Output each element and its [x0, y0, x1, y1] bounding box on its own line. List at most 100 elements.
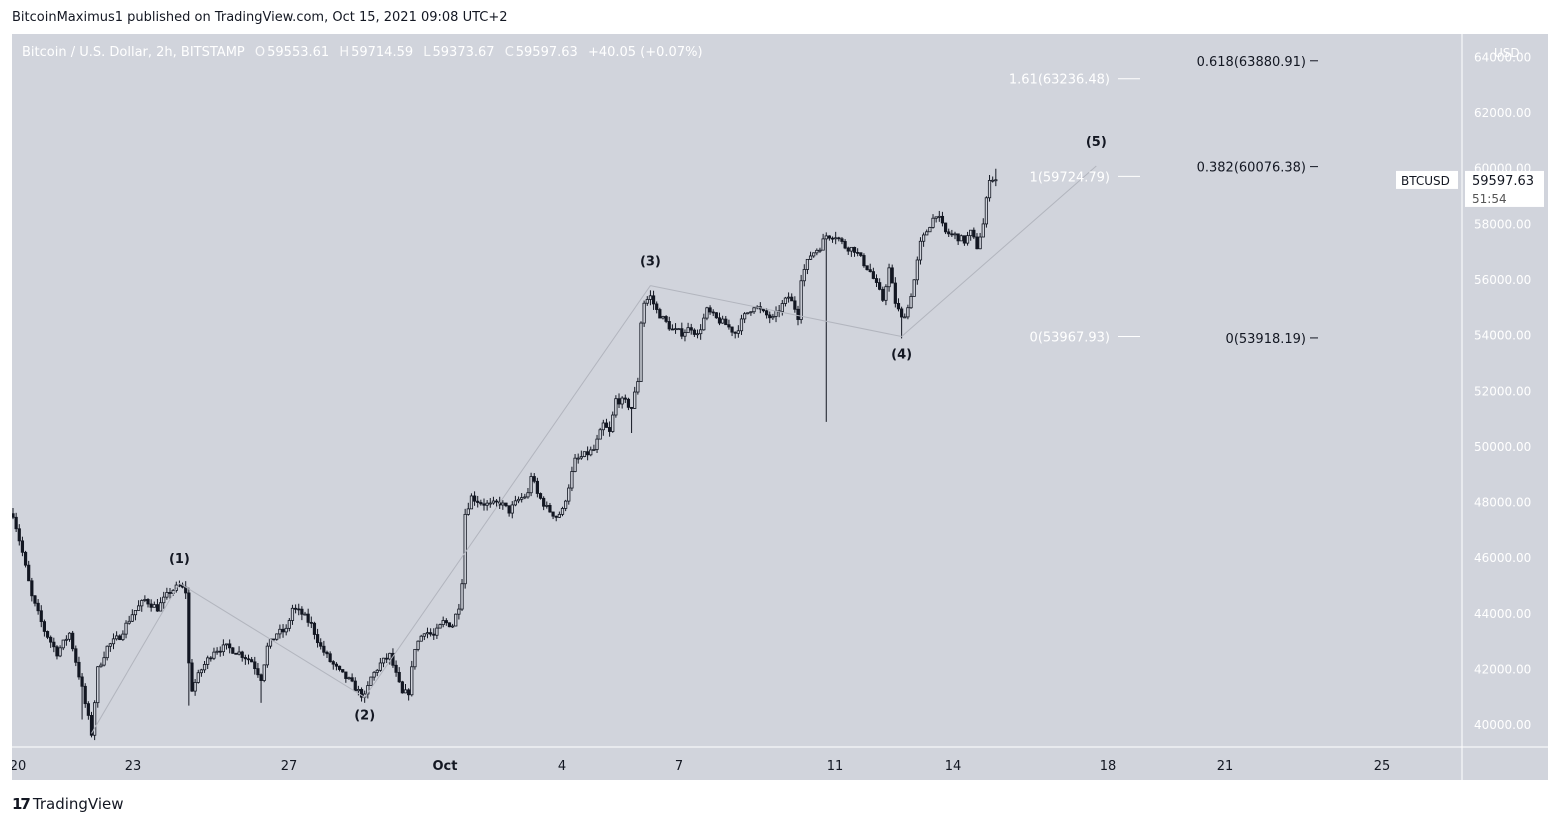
candle-body — [940, 215, 945, 224]
candle-body — [589, 449, 593, 456]
price-chart-svg[interactable]: 40000.00 42000.00 44000.00 46000.00 48000.00… — [12, 34, 1548, 780]
candle-body — [108, 643, 112, 647]
candle-body — [695, 333, 700, 336]
candle-body — [140, 600, 144, 607]
open-key: O — [254, 45, 266, 60]
candle-body — [485, 502, 489, 506]
candle-body — [532, 476, 536, 482]
y-tick-label: 54000.00 — [1474, 329, 1531, 343]
candle-body — [667, 321, 671, 330]
candle-body — [617, 398, 621, 405]
elliott-wave-line — [901, 165, 1097, 337]
candle-body — [611, 414, 615, 432]
tradingview-brand-text: TradingView — [32, 795, 124, 813]
candle-body — [328, 653, 332, 662]
candle-body — [325, 651, 329, 655]
candle-body — [717, 317, 722, 324]
footer-brand[interactable]: 17 TradingView — [12, 795, 124, 813]
y-tick-label: 62000.00 — [1474, 106, 1531, 120]
candle-body — [397, 671, 401, 683]
candle-body — [432, 633, 436, 636]
candle-body — [727, 324, 731, 328]
candle-body — [331, 661, 335, 665]
candle-body — [991, 179, 995, 182]
candle-body — [240, 651, 244, 658]
candle-body — [746, 312, 750, 315]
candle-body — [297, 608, 301, 611]
wave-label: (1) — [169, 552, 190, 567]
tradingview-logo-icon: 17 — [12, 795, 31, 813]
candle-body — [711, 311, 715, 314]
candle-body — [444, 620, 448, 624]
candle-body — [925, 231, 929, 236]
candle-body — [158, 602, 163, 612]
candle-body — [403, 689, 408, 694]
candle-body — [551, 511, 555, 517]
fib-level-label: 1(59724.79) — [1030, 170, 1110, 185]
candle-body — [407, 689, 411, 696]
elliott-wave-line — [179, 582, 365, 698]
candle-body — [768, 314, 772, 319]
candle-body — [969, 229, 973, 237]
candle-body — [71, 632, 75, 650]
candle-body — [212, 651, 216, 659]
wave-label: (5) — [1086, 135, 1107, 150]
candle-body — [124, 622, 128, 635]
candle-body — [824, 235, 828, 240]
y-tick-label: 56000.00 — [1474, 273, 1531, 287]
candle-body — [425, 632, 430, 635]
candle-body — [636, 381, 640, 393]
x-tick-label: 7 — [675, 759, 683, 774]
candle-body — [987, 180, 992, 199]
candle-body — [67, 632, 72, 640]
candle-body — [576, 457, 580, 460]
candle-body — [523, 496, 527, 499]
publisher-line: BitcoinMaximus1 published on TradingView… — [12, 10, 508, 25]
candle-body — [494, 500, 499, 503]
candle-body — [49, 636, 53, 643]
candle-body — [429, 632, 433, 635]
candle-body — [856, 252, 860, 254]
symbol-legend: Bitcoin / U.S. Dollar, 2h, BITSTAMP O 595… — [22, 45, 709, 60]
x-tick-label: 20 — [12, 759, 26, 774]
candle-body — [265, 645, 269, 666]
candle-body — [507, 505, 511, 514]
candle-body — [661, 316, 665, 319]
candle-body — [162, 596, 166, 604]
candle-body — [834, 237, 838, 240]
candle-body — [780, 303, 784, 312]
candle-body — [202, 664, 207, 671]
candle-body — [865, 265, 869, 271]
candle-body — [868, 269, 872, 272]
candle-body — [388, 652, 392, 660]
y-tick-label: 40000.00 — [1474, 718, 1531, 732]
wave-label: (3) — [640, 255, 661, 270]
candle-body — [620, 397, 624, 405]
candle-body — [115, 635, 119, 640]
candle-body — [152, 604, 156, 608]
candle-body — [278, 628, 282, 635]
high-key: H — [339, 45, 350, 60]
candle-body — [802, 269, 806, 282]
candle-body — [909, 296, 913, 309]
chart-area[interactable]: 40000.00 42000.00 44000.00 46000.00 48000.00… — [12, 34, 1548, 780]
candle-body — [491, 500, 496, 504]
candle-body — [315, 634, 320, 644]
candle-body — [830, 237, 835, 240]
y-tick-label: 64000.00 — [1474, 50, 1531, 64]
candle-body — [934, 216, 938, 219]
candle-body — [52, 641, 56, 648]
x-tick-label: 21 — [1217, 759, 1234, 774]
candle-body — [922, 234, 926, 242]
candle-body — [168, 592, 172, 594]
candle-body — [83, 685, 87, 705]
candle-body — [623, 397, 627, 400]
candle-body — [272, 638, 276, 641]
last-price-label: 59597.63 — [1472, 174, 1534, 189]
candle-body — [513, 500, 518, 506]
candle-body — [375, 669, 379, 673]
candle-body — [143, 599, 147, 601]
candle-body — [422, 633, 426, 637]
candle-body — [466, 508, 470, 515]
candle-body — [915, 259, 919, 281]
